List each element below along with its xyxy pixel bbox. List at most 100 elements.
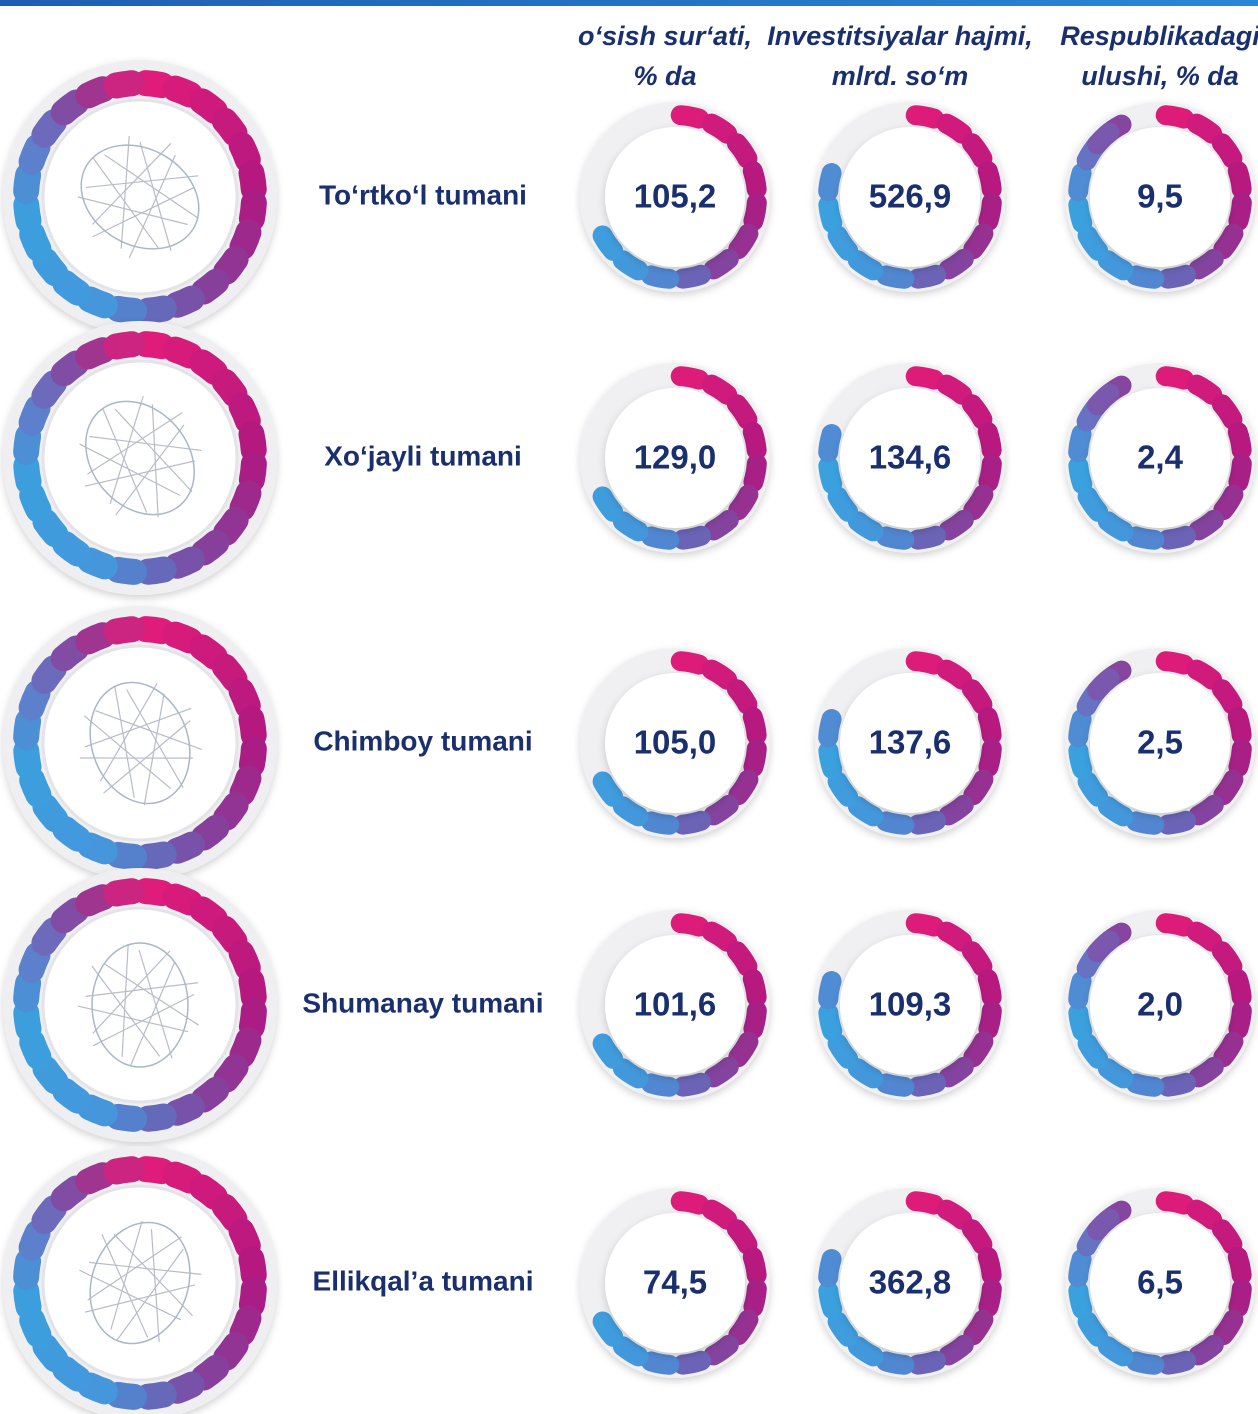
gauge-segment <box>936 659 973 690</box>
gauge-segment <box>592 1311 624 1347</box>
gauge-segment <box>1213 1031 1244 1068</box>
ring-segment <box>238 706 267 749</box>
gauge-segment <box>827 225 859 261</box>
gauge-center <box>1090 1213 1230 1353</box>
district-name: Chimboy tumani <box>313 725 532 756</box>
map-border <box>115 424 185 516</box>
gauge-segment <box>701 921 738 952</box>
map-border <box>92 186 195 238</box>
map-border <box>77 196 188 226</box>
gauge-segment <box>1228 453 1252 492</box>
ring-segment <box>103 70 146 99</box>
ring-segment <box>134 295 177 324</box>
map-border <box>79 443 181 497</box>
ring-segment <box>238 450 267 493</box>
gauge-value: 109,3 <box>869 986 952 1023</box>
gauge-segment <box>592 771 624 807</box>
ring-segment <box>213 507 249 546</box>
district-map <box>79 1220 202 1345</box>
ring-segment <box>18 1220 51 1261</box>
ring-segment <box>189 88 228 124</box>
gauge-segment <box>907 1072 947 1097</box>
column-header: ulushi, % da <box>1081 61 1239 91</box>
column-header: % da <box>633 61 696 91</box>
ring-segment <box>103 616 146 645</box>
gauge-segment <box>827 771 859 807</box>
ring-segment <box>75 337 116 370</box>
gauge-segment <box>1188 1056 1224 1088</box>
gauge-segment <box>876 265 915 289</box>
gauge-value: 2,0 <box>1137 986 1183 1023</box>
gauge-segment <box>905 913 944 937</box>
ring-segment <box>190 814 230 851</box>
map-border <box>129 962 176 1067</box>
gauge-segment <box>905 651 944 675</box>
gauge-value: 134,6 <box>869 439 952 476</box>
ring-segment <box>134 841 177 870</box>
gauge-center <box>1090 388 1230 528</box>
gauge-segment <box>1186 374 1223 405</box>
map-outline <box>89 681 191 805</box>
gauge-segment <box>818 709 842 748</box>
ring-segment <box>211 653 248 693</box>
gauge-segment <box>1155 1191 1194 1215</box>
ring-segment <box>19 221 52 262</box>
ring-segment <box>19 1307 52 1348</box>
gauge-segment <box>818 455 843 495</box>
gauge-segment <box>1227 160 1252 200</box>
district-map <box>79 395 202 518</box>
gauge-value: 105,2 <box>634 178 717 215</box>
gauge-segment <box>818 1280 843 1320</box>
gauge-segment <box>672 264 712 289</box>
ring-segment <box>162 621 203 654</box>
map-border <box>121 944 129 1058</box>
column-header: Respublikadagi <box>1060 21 1258 51</box>
ring-segment <box>105 1381 148 1410</box>
ring-segment <box>211 1193 248 1233</box>
map-border <box>91 965 161 1057</box>
gauge-segment <box>876 526 915 550</box>
gauge-segment <box>743 1278 767 1317</box>
map-border <box>120 135 130 249</box>
gauge-segment <box>961 679 993 715</box>
gauge-segment <box>1097 1336 1134 1367</box>
ring-segment <box>75 884 116 917</box>
map-area <box>41 906 239 1104</box>
ring-segment <box>134 556 177 585</box>
ring-segment <box>13 708 42 751</box>
ring-segment <box>32 1055 69 1095</box>
ring-segment <box>75 622 116 655</box>
gauge-segment <box>1157 810 1197 835</box>
ring-segment <box>52 1356 91 1392</box>
gauge-segment <box>726 394 758 430</box>
gauge-segment <box>1157 1072 1197 1097</box>
gauge-segment <box>977 1246 1002 1286</box>
gauge-segment <box>1068 971 1092 1010</box>
gauge-segment <box>905 105 944 129</box>
gauge-segment <box>907 1350 947 1375</box>
district-name: Xo‘jayli tumani <box>324 440 522 471</box>
gauge-segment <box>641 526 680 550</box>
ring-segment <box>190 1354 230 1391</box>
ring-segment <box>162 1161 203 1194</box>
map-outline <box>85 400 195 516</box>
ring-segment <box>189 1174 228 1210</box>
gauge-segment <box>978 192 1002 231</box>
gauge-segment <box>1211 941 1243 977</box>
gauge-segment <box>1126 265 1165 289</box>
ring-segment <box>238 1246 267 1289</box>
gauge-segment <box>743 738 767 777</box>
ring-segment <box>105 1103 148 1132</box>
gauge-segment <box>728 769 759 806</box>
gauge-segment <box>978 1278 1002 1317</box>
ring-segment <box>103 1156 146 1185</box>
map-border <box>95 710 202 751</box>
ring-segment <box>238 421 267 464</box>
map-border <box>84 460 196 487</box>
map-border <box>92 950 171 1034</box>
top-bar <box>0 0 1258 6</box>
gauge-segment <box>818 971 842 1010</box>
gauge-segment <box>703 794 739 826</box>
map-border <box>92 993 195 1047</box>
ring-segment <box>238 160 267 203</box>
